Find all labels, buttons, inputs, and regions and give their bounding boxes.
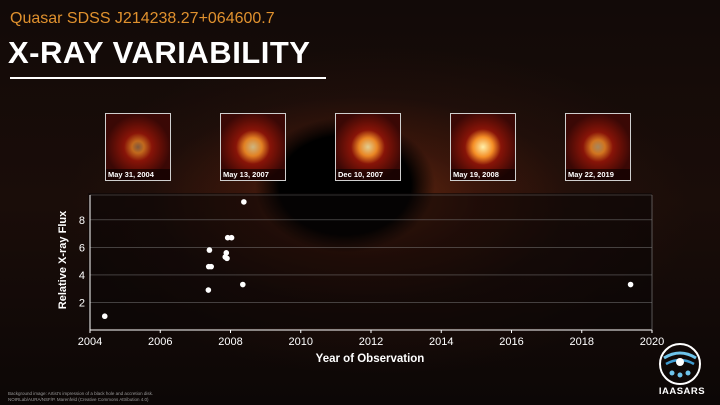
title-underline (10, 77, 326, 79)
iaasars-logo (659, 343, 701, 385)
logo-dot (685, 370, 691, 376)
data-point (208, 263, 214, 270)
data-point (228, 234, 235, 241)
x-tick-label: 2020 (640, 336, 664, 348)
thumbnail-2007-dec: Dec 10, 2007 (335, 113, 401, 181)
data-point (224, 234, 231, 241)
x-tick-labels: 2004 2006 2008 2010 2012 2014 2016 2018 2020 (78, 336, 664, 348)
grid-lines (90, 194, 652, 303)
x-tick-label: 2008 (218, 336, 242, 348)
data-point (223, 250, 230, 256)
x-tick-label: 2004 (78, 336, 102, 348)
image-credit: Background image: Artist's impression of… (8, 391, 154, 402)
data-point (224, 255, 230, 262)
thumbnail-date: Dec 10, 2007 (336, 169, 400, 180)
logo-dot (677, 372, 683, 378)
y-tick-labels: 2 4 6 8 (79, 215, 85, 310)
logo-core (676, 358, 684, 366)
y-tick-label: 4 (79, 270, 85, 282)
thumbnail-date: May 19, 2008 (451, 169, 515, 180)
thumbnail-date: May 31, 2004 (106, 169, 170, 180)
thumbnail-2019: May 22, 2019 (565, 113, 631, 181)
thumbnail-date: May 22, 2019 (566, 169, 630, 180)
x-tick-label: 2016 (499, 336, 523, 348)
thumbnail-2004: May 31, 2004 (105, 113, 171, 181)
data-point (101, 313, 108, 320)
y-tick-label: 6 (79, 242, 85, 254)
plot-background (88, 193, 652, 328)
x-tick-label: 2014 (429, 336, 453, 348)
y-axis-label: Relative X-ray Flux (57, 210, 69, 309)
thumbnail-2008: May 19, 2008 (450, 113, 516, 181)
page-title: X-RAY VARIABILITY (8, 35, 311, 70)
x-tick-label: 2012 (359, 336, 383, 348)
thumbnail-2007-may: May 13, 2007 (220, 113, 286, 181)
x-axis-label: Year of Observation (316, 353, 425, 365)
x-tick-label: 2018 (570, 336, 594, 348)
x-tick-label: 2010 (289, 336, 313, 348)
data-point (241, 199, 247, 205)
logo-arc (663, 351, 697, 360)
data-points (101, 199, 634, 320)
logo-text: IAASARS (658, 386, 706, 397)
y-tick-label: 2 (79, 297, 85, 309)
data-point (239, 281, 246, 288)
quasar-name: Quasar SDSS J214238.27+064600.7 (10, 10, 275, 27)
thumbnail-date: May 13, 2007 (221, 169, 285, 180)
x-tick-label: 2006 (148, 336, 172, 348)
logo-ring (659, 343, 701, 385)
logo-dot (669, 370, 675, 376)
axes (89, 195, 653, 333)
data-point (205, 287, 212, 293)
data-point (206, 247, 213, 253)
data-point (627, 281, 634, 288)
y-tick-label: 8 (79, 215, 85, 227)
